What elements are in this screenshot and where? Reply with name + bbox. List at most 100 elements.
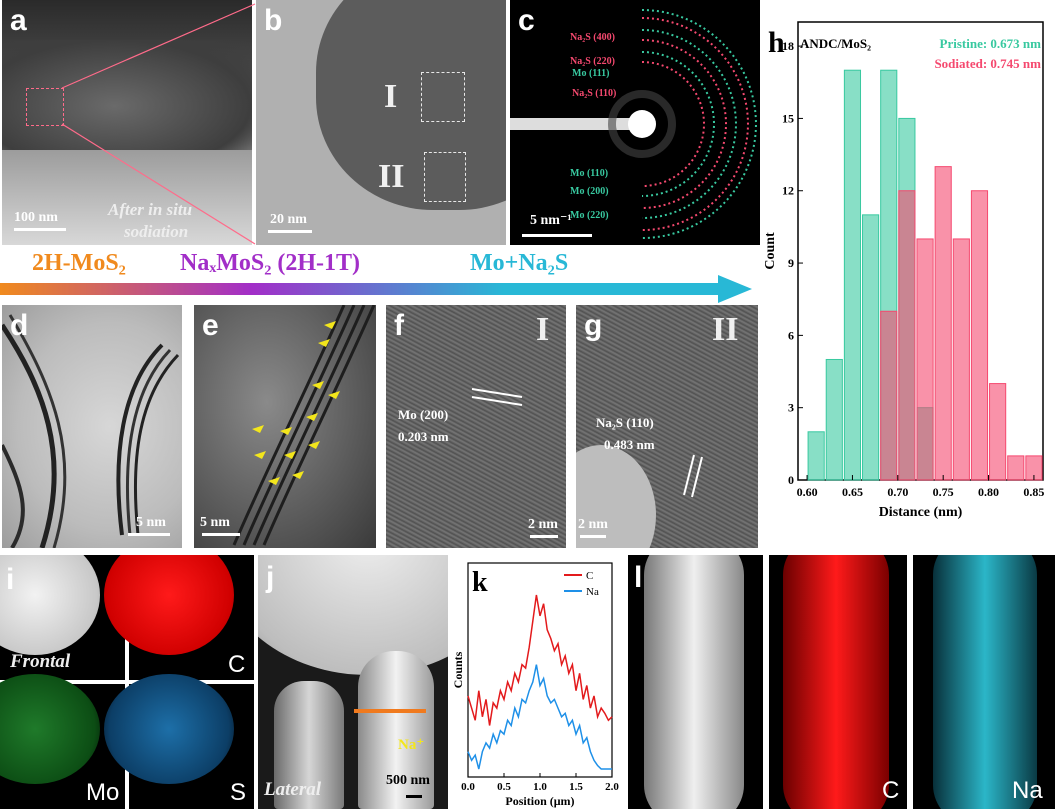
map-s <box>104 674 254 809</box>
histogram-bar-sodiated <box>970 190 989 481</box>
element-label-mo: Mo <box>86 779 120 806</box>
y-tick-label: 18 <box>782 39 794 53</box>
ion-direction-label: Na⁺ <box>398 737 425 753</box>
y-tick-label: 0 <box>788 473 794 487</box>
panel-c: c Na₂S (400) Na₂S (220) Mo (111) Na₂S (1… <box>510 0 760 245</box>
scale-bar-c <box>522 234 592 237</box>
label-frontal: Frontal <box>10 651 71 672</box>
y-tick-label: 12 <box>782 184 794 198</box>
panel-letter-b: b <box>264 4 283 37</box>
map-c <box>104 555 254 680</box>
histogram-bar-sodiated <box>989 383 1007 481</box>
panel-letter-k: k <box>472 567 488 598</box>
x-tick-label: 0.60 <box>797 485 818 499</box>
y-tick-label: 15 <box>782 111 794 125</box>
panel-j: j Na⁺ Lateral 500 nm <box>258 555 448 809</box>
x-tick-label: 0.5 <box>497 781 511 793</box>
map-mo <box>0 674 125 809</box>
line-series-c <box>467 594 613 726</box>
ring-label: Na₂S (220) <box>570 56 615 67</box>
x-axis-label: Position (μm) <box>505 794 574 808</box>
caption-line-1: After in situ <box>108 200 193 219</box>
histogram-bar-sodiated <box>916 238 934 481</box>
x-axis-label: Distance (nm) <box>879 505 963 520</box>
legend-pristine: Pristine: 0.673 nm <box>940 36 1042 51</box>
map-na-lateral <box>913 555 1055 809</box>
scale-label-a: 100 nm <box>14 210 58 225</box>
element-label-s: S <box>230 779 247 806</box>
legend-sodiated: Sodiated: 0.745 nm <box>934 56 1041 71</box>
x-tick-label: 0.75 <box>933 485 954 499</box>
y-tick-label: 3 <box>788 401 794 415</box>
scale-bar-b <box>268 230 312 233</box>
panel-b: b I II 20 nm <box>256 0 506 245</box>
ring-label: Mo (220) <box>570 210 609 221</box>
panel-letter-d: d <box>10 309 29 342</box>
ring-label: Na₂S (400) <box>570 32 615 43</box>
phase-transition-arrow <box>0 275 752 303</box>
panel-g: g II Na₂S (110) 0.483 nm 2 nm <box>576 305 758 548</box>
label-lateral: Lateral <box>264 779 321 800</box>
scale-bar-a <box>14 228 66 231</box>
map-haadf <box>0 555 125 680</box>
scale-bar-e <box>202 533 240 536</box>
x-tick-label: 0.0 <box>461 781 475 793</box>
chart-h-histogram: 0 3 6 9 12 15 18 0.60 0.65 0.70 0.75 0.80 0.85 Distan… <box>763 21 1044 520</box>
histogram-bar-pristine <box>862 214 880 481</box>
histogram-bar-sodiated <box>898 190 916 481</box>
panel-d: d 5 nm <box>2 305 182 548</box>
phase-label-2h: 2H-MoS₂ <box>32 250 126 276</box>
y-tick-label: 6 <box>788 328 794 342</box>
panel-letter-c: c <box>518 4 535 37</box>
scale-label-d: 5 nm <box>136 515 166 530</box>
region-I-box <box>421 72 465 122</box>
map-c-lateral <box>769 555 907 809</box>
x-tick-label: 0.70 <box>887 485 908 499</box>
scale-label-c: 5 nm⁻¹ <box>530 213 572 228</box>
chart-title: ANDC/MoS₂ <box>800 36 871 51</box>
scale-label-g: 2 nm <box>578 517 608 532</box>
panel-letter-j: j <box>266 561 275 594</box>
ring-label: Mo (111) <box>572 68 610 79</box>
lattice-spacing-label: 0.483 nm <box>604 437 655 452</box>
scale-bar-g <box>580 535 606 538</box>
scale-label-j: 500 nm <box>386 773 430 788</box>
lattice-plane-label: Na₂S (110) <box>596 415 654 430</box>
line-scan-arrow <box>354 709 426 713</box>
panel-letter-g: g <box>584 309 603 342</box>
zoom-connector-lines <box>61 3 256 245</box>
x-tick-label: 0.65 <box>842 485 863 499</box>
legend-label-na: Na <box>586 586 599 598</box>
phase-label-naxmos2: NaₓMoS₂ (2H-1T) <box>180 250 361 276</box>
histogram-bar-sodiated <box>934 166 952 481</box>
ring-label: Mo (200) <box>570 186 609 197</box>
scale-label-b: 20 nm <box>270 212 307 227</box>
x-tick-label: 0.80 <box>978 485 999 499</box>
x-tick-label: 0.85 <box>1023 485 1044 499</box>
y-axis-label: Counts <box>452 651 465 688</box>
ring-label: Na₂S (110) <box>572 88 617 99</box>
panel-i: i Frontal C Mo S <box>0 555 254 809</box>
panel-letter-l: l <box>634 561 643 594</box>
scale-bar-f <box>530 535 558 538</box>
panel-letter-e: e <box>202 309 219 342</box>
panel-f: f I Mo (200) 0.203 nm 2 nm <box>386 305 566 548</box>
panel-e: e 5 nm <box>194 305 376 548</box>
panel-letter-f: f <box>394 309 404 342</box>
panel-l: l C Na <box>628 555 1055 809</box>
y-axis-label: Count <box>763 232 778 270</box>
element-label-c: C <box>882 777 900 804</box>
region-I-label: I <box>384 78 398 115</box>
histogram-bar-sodiated <box>880 310 898 481</box>
region-I-label: I <box>536 311 550 348</box>
x-tick-label: 1.0 <box>533 781 547 793</box>
histogram-bar-pristine <box>825 358 843 481</box>
lattice-plane-label: Mo (200) <box>398 407 449 422</box>
scale-label-f: 2 nm <box>528 517 558 532</box>
panel-letter-h: h <box>768 26 785 59</box>
map-haadf-lateral <box>628 555 763 809</box>
y-tick-label: 9 <box>788 256 794 270</box>
x-tick-label: 1.5 <box>569 781 583 793</box>
ring-label: Mo (110) <box>570 168 609 179</box>
chart-k-linescan: 0.0 0.5 1.0 1.5 2.0 Position (μm) Counts C Na k <box>452 562 619 808</box>
